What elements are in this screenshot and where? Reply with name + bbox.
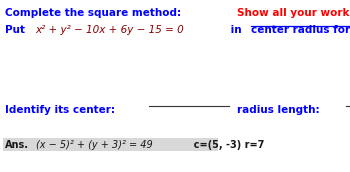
- Text: Ans.: Ans.: [5, 140, 29, 150]
- Text: (x − 5)² + (y + 3)² = 49: (x − 5)² + (y + 3)² = 49: [36, 140, 153, 150]
- Text: Identify its center:: Identify its center:: [5, 105, 115, 115]
- Text: Complete the square method:: Complete the square method:: [5, 8, 185, 18]
- Text: Put: Put: [5, 25, 29, 35]
- Text: in: in: [228, 25, 246, 35]
- FancyBboxPatch shape: [3, 138, 218, 151]
- Text: c=(5, -3) r=7: c=(5, -3) r=7: [187, 140, 264, 150]
- Text: x² + y² − 10x + 6y − 15 = 0: x² + y² − 10x + 6y − 15 = 0: [35, 25, 184, 35]
- Text: center radius form.: center radius form.: [251, 25, 350, 35]
- Text: radius length:: radius length:: [237, 105, 320, 115]
- Text: Show all your work!: Show all your work!: [237, 8, 350, 18]
